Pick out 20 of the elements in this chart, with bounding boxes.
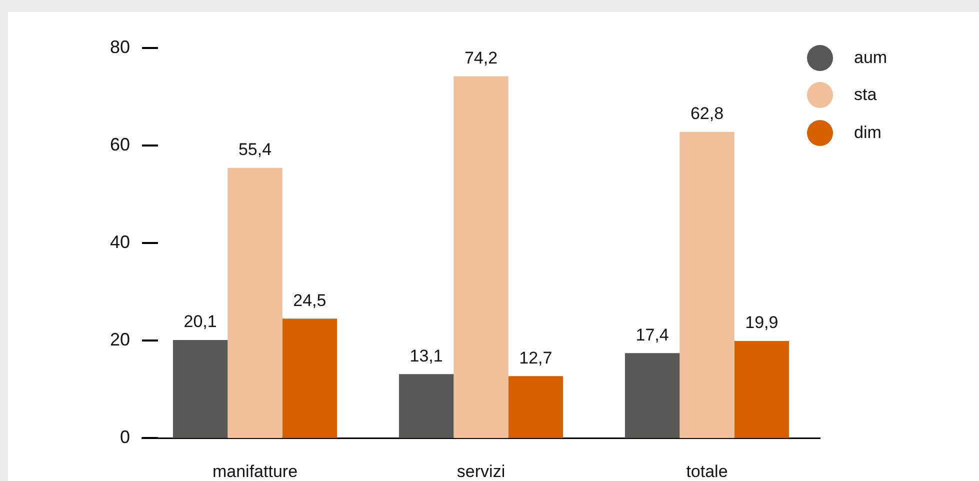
y-tick-label: 80 xyxy=(110,36,130,57)
y-tick-label: 20 xyxy=(110,329,130,350)
legend-label: sta xyxy=(854,85,877,106)
data-label: 17,4 xyxy=(636,325,669,344)
data-label: 12,7 xyxy=(519,348,552,368)
data-label: 13,1 xyxy=(410,346,443,366)
x-tick-label: manifatture xyxy=(212,462,298,481)
legend-label: dim xyxy=(854,122,882,143)
data-label: 24,5 xyxy=(293,290,326,310)
x-tick-label: totale xyxy=(686,462,728,481)
x-tick-label: servizi xyxy=(456,462,506,481)
y-tick-label: 0 xyxy=(120,426,130,447)
legend-label: aum xyxy=(854,48,888,68)
data-label: 55,4 xyxy=(238,140,272,160)
data-label: 74,2 xyxy=(464,48,498,68)
data-label: 20,1 xyxy=(184,312,217,332)
y-tick-label: 60 xyxy=(110,134,130,154)
y-tick-label: 40 xyxy=(110,232,130,252)
data-label: 62,8 xyxy=(690,104,724,124)
data-label: 19,9 xyxy=(745,313,778,332)
